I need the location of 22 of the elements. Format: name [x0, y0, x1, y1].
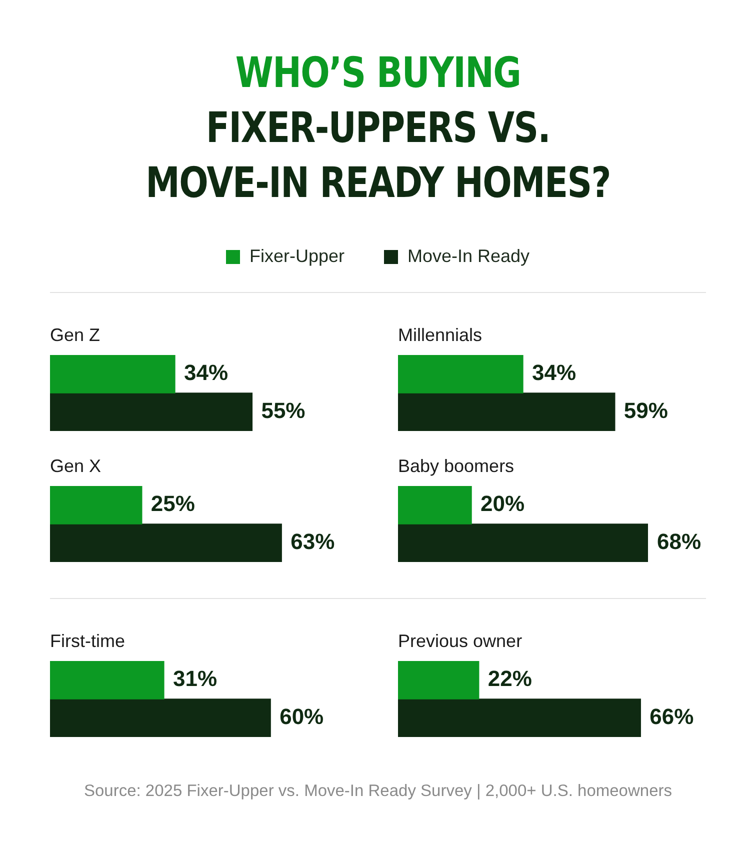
chart-title: First-time — [50, 631, 125, 651]
text: WHO’S BUYING FIXER-UPPERS VS. MOVE-IN READY HOMES? — [144, 47, 612, 209]
source-note: Source: 2025 Fixer-Upper vs. Move-In Ready Survey | 2,000+ U.S. homeowners — [82, 782, 673, 801]
data-label: 63% — [290, 529, 335, 554]
data-label: 31% — [172, 666, 218, 692]
data-label: 34% — [532, 360, 576, 386]
data-label: 60% — [280, 704, 324, 730]
data-label: 25% — [150, 491, 195, 516]
chart-title: Previous owner — [398, 631, 524, 653]
chart-title: Gen Z — [50, 325, 100, 345]
legend-label: Move-In Ready — [407, 246, 530, 267]
chart-title: Gen X — [50, 456, 102, 476]
chart-title: Baby boomers — [398, 456, 516, 478]
data-label: 68% — [657, 529, 702, 554]
data-label: 34% — [184, 360, 228, 386]
legend-label: Fixer-Upper — [249, 246, 344, 267]
data-label: 55% — [261, 398, 306, 424]
data-label: 59% — [624, 398, 668, 424]
data-label: 22% — [488, 666, 532, 692]
data-label: 66% — [650, 704, 694, 730]
data-label: 20% — [480, 491, 525, 516]
chart-title: Millennials — [398, 325, 484, 347]
